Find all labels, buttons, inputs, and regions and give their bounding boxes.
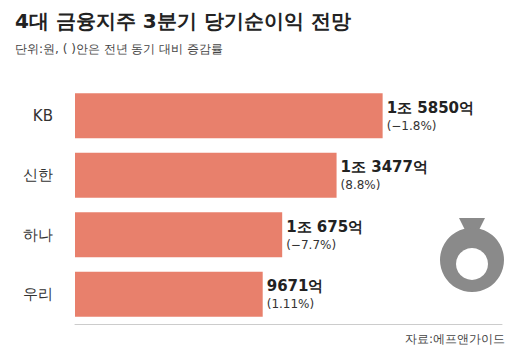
svg-text:(−1.8%): (−1.8%): [387, 119, 437, 133]
svg-text:하나: 하나: [23, 226, 53, 244]
svg-text:단위:원, ( )안은 전년 동기 대비 증감률: 단위:원, ( )안은 전년 동기 대비 증감률: [15, 42, 223, 56]
svg-text:(8.8%): (8.8%): [341, 178, 381, 192]
svg-text:KB: KB: [33, 107, 53, 125]
svg-text:1조 3477억: 1조 3477억: [341, 158, 428, 176]
svg-text:1조 5850억: 1조 5850억: [387, 99, 474, 117]
svg-text:자료:에프앤가이드: 자료:에프앤가이드: [405, 332, 505, 346]
svg-text:9671억: 9671억: [267, 277, 324, 295]
svg-text:4대 금융지주 3분기 당기순이익 전망: 4대 금융지주 3분기 당기순이익 전망: [15, 9, 351, 33]
svg-text:우리: 우리: [23, 285, 53, 303]
svg-text:(1.11%): (1.11%): [267, 297, 314, 311]
svg-text:(−7.7%): (−7.7%): [286, 238, 336, 252]
svg-text:신한: 신한: [23, 166, 53, 184]
svg-text:1조 675억: 1조 675억: [286, 218, 363, 236]
